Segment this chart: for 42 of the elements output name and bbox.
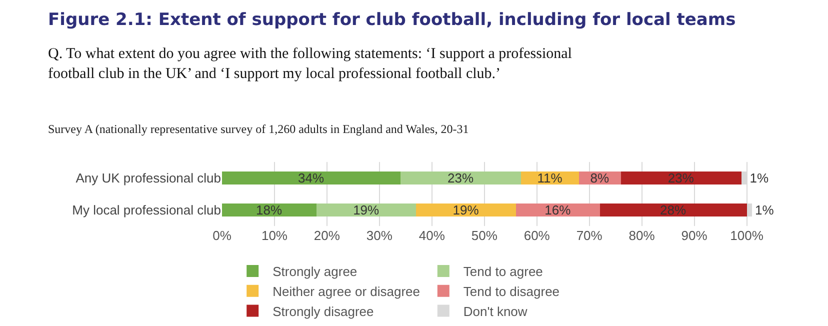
data-label: 19%	[353, 202, 380, 218]
x-tick-label: 50%	[471, 228, 498, 243]
text: Survey A (nationally representative survey of 1,260 adults in England and Wales, 20-31	[48, 122, 469, 137]
legend-label: Tend to disagree	[463, 284, 560, 299]
bar	[620, 172, 742, 184]
data-label: 18%	[256, 202, 282, 218]
y-tick-label: My local professional club	[72, 202, 221, 218]
chart-title: Figure 2.1: Extent of support for club football, including for local teams	[48, 10, 736, 30]
data-label: 1%	[755, 202, 774, 218]
bar	[222, 204, 316, 216]
data-label: 11%	[537, 170, 563, 186]
x-tick-label: 40%	[418, 228, 446, 243]
data-label: 23%	[448, 170, 474, 186]
bar	[400, 172, 522, 184]
data-label: 1%	[750, 170, 769, 186]
x-tick-label: 0%	[212, 228, 232, 243]
x-tick-label: 10%	[261, 228, 288, 243]
legend-label: Tend to agree	[463, 264, 543, 280]
y-tick-label: Any UK professional club	[76, 170, 221, 186]
bar	[316, 204, 416, 216]
legend-label: Don't know	[463, 304, 528, 319]
bar	[416, 204, 516, 216]
x-tick-label: 80%	[628, 228, 656, 243]
data-label: 19%	[452, 202, 480, 218]
data-label: 16%	[544, 202, 572, 218]
data-label: 23%	[668, 170, 694, 186]
bar	[222, 172, 400, 184]
data-label: 8%	[590, 170, 610, 186]
data-label: 28%	[660, 202, 687, 218]
legend-label: Strongly agree	[272, 264, 358, 280]
legend-label: Neither agree or disagree	[272, 284, 420, 299]
bar	[600, 204, 747, 216]
x-tick-label: 30%	[366, 228, 393, 243]
x-tick-label: 100%	[730, 228, 764, 243]
bar	[516, 204, 600, 216]
data-label: 34%	[298, 170, 324, 186]
x-tick-label: 70%	[576, 228, 603, 243]
x-tick-label: 60%	[524, 228, 550, 243]
legend-label: Strongly disagree	[272, 304, 374, 319]
x-tick-label: 20%	[314, 228, 340, 243]
x-tick-label: 90%	[681, 228, 708, 243]
chart-subtitle: Q. To what extent do you agree with the following statements: ‘I support a professional football club in the UK’ and ‘I support my local professional football club.’	[48, 45, 573, 84]
